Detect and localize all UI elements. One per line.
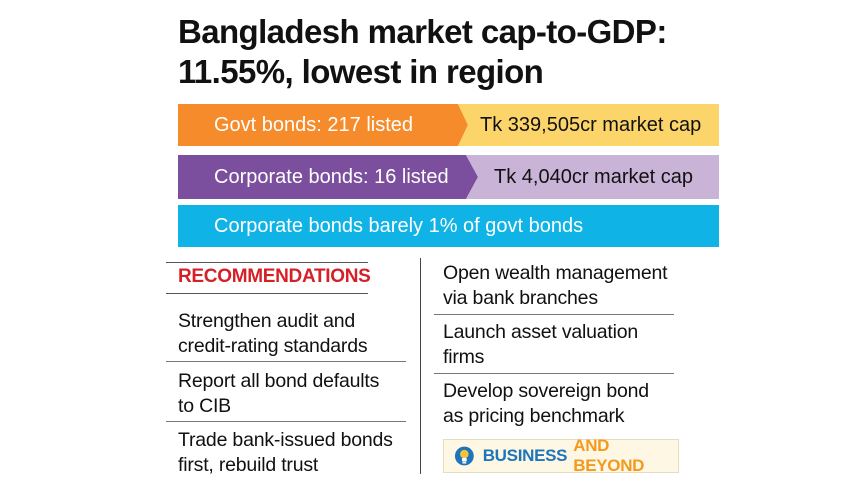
recommendation-text: Report all bond defaults: [178, 370, 380, 392]
recommendation-text: Develop sovereign bond: [443, 380, 649, 402]
headline-line-2: 11.55%, lowest in region: [178, 53, 544, 90]
recommendation-text: Trade bank-issued bonds: [178, 429, 393, 451]
badge-word-and-beyond: AND BEYOND: [573, 436, 645, 475]
corporate-bonds-label: Corporate bonds: 16 listed: [178, 155, 478, 199]
recommendation-text: Launch asset valuation: [443, 321, 639, 343]
recommendation-text: credit-rating standards: [178, 335, 368, 357]
recommendations-top-rule: [166, 262, 368, 263]
headline-line-1: Bangladesh market cap-to-GDP:: [178, 13, 667, 50]
recommendation-item: Strengthen audit and credit-rating stand…: [178, 309, 368, 359]
recommendation-item: Develop sovereign bond as pricing benchm…: [443, 379, 649, 429]
govt-bonds-market-cap: Tk 339,505cr market cap: [458, 104, 719, 146]
recommendations-heading: RECOMMENDATIONS: [178, 266, 371, 287]
divider: [166, 421, 406, 422]
recommendation-item: Launch asset valuation firms: [443, 320, 638, 370]
recommendation-text: to CIB: [178, 395, 231, 417]
corporate-share-bar: Corporate bonds barely 1% of govt bonds: [178, 205, 719, 247]
divider: [434, 373, 674, 374]
divider: [166, 361, 406, 362]
recommendation-item: Trade bank-issued bonds first, rebuild t…: [178, 428, 393, 478]
corporate-bonds-bar: Corporate bonds: 16 listed Tk 4,040cr ma…: [178, 155, 719, 199]
corporate-bonds-market-cap: Tk 4,040cr market cap: [466, 155, 719, 199]
lightbulb-gear-icon: [454, 446, 474, 466]
recommendation-text: Strengthen audit and: [178, 310, 356, 332]
recommendation-item: Report all bond defaults to CIB: [178, 369, 379, 419]
recommendation-item: Open wealth management via bank branches: [443, 261, 668, 311]
recommendation-text: Open wealth management: [443, 262, 668, 284]
corporate-share-label: Corporate bonds barely 1% of govt bonds: [214, 214, 584, 237]
business-and-beyond-badge: BUSINESS AND BEYOND: [443, 436, 679, 475]
badge-word-business: BUSINESS: [482, 446, 568, 465]
govt-bonds-label: Govt bonds: 217 listed: [178, 104, 468, 146]
recommendation-text: via bank branches: [443, 287, 598, 309]
recommendations-bottom-rule: [166, 293, 368, 294]
govt-bonds-bar: Govt bonds: 217 listed Tk 339,505cr mark…: [178, 104, 719, 146]
column-divider: [420, 258, 421, 474]
recommendation-text: first, rebuild trust: [178, 454, 319, 476]
divider: [434, 314, 674, 315]
headline: Bangladesh market cap-to-GDP: 11.55%, lo…: [178, 12, 738, 92]
recommendation-text: firms: [443, 346, 485, 368]
recommendation-text: as pricing benchmark: [443, 405, 625, 427]
